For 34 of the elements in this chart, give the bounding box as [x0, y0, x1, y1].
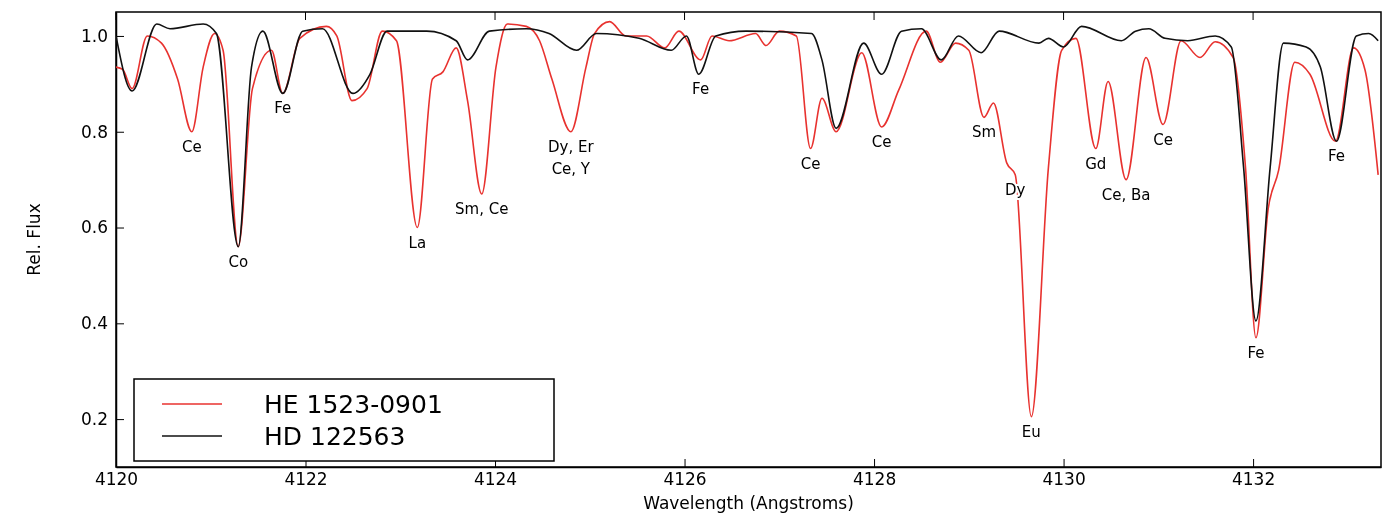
annotation: Ce, Ba	[1101, 185, 1151, 204]
x-tick-label: 4126	[663, 469, 707, 490]
annotation: Fe	[1327, 147, 1345, 166]
x-axis-title: Wavelength (Angstroms)	[643, 493, 854, 513]
annotation: Gd	[1085, 154, 1107, 173]
annotation: Fe	[274, 99, 292, 118]
y-tick-label: 0.4	[80, 313, 108, 334]
annotation: Fe	[1247, 343, 1265, 362]
y-tick-label: 1.0	[80, 25, 108, 46]
legend-label: HE 1523-0901	[264, 390, 443, 419]
x-tick-label: 4132	[1231, 469, 1276, 490]
legend-label: HD 122563	[264, 422, 406, 451]
annotation: Fe	[692, 80, 710, 99]
x-tick-label: 4130	[1042, 469, 1086, 490]
x-tick-label: 4122	[284, 469, 328, 490]
y-tick-label: 0.2	[80, 409, 108, 430]
x-tick-label: 4128	[852, 469, 897, 490]
y-axis-title: Rel. Flux	[24, 203, 44, 276]
annotation: La	[408, 233, 427, 252]
annotation: Ce	[871, 132, 892, 151]
x-tick-label: 4124	[473, 469, 518, 490]
annotation: Ce	[1153, 130, 1173, 149]
line-series	[116, 23, 1379, 322]
annotation: Co	[228, 252, 249, 271]
y-tick-label: 0.6	[80, 217, 108, 238]
y-tick-label: 0.8	[80, 121, 108, 142]
annotation: Ce	[800, 154, 821, 173]
line-series	[116, 20, 1379, 418]
annotation: Eu	[1021, 422, 1041, 441]
annotation: Ce	[181, 137, 202, 156]
annotation: Sm	[971, 123, 997, 142]
annotation: Sm, Ce	[455, 200, 509, 218]
x-tick-label: 4120	[94, 469, 139, 490]
annotation: Dy, Er Ce, Y	[548, 137, 595, 178]
